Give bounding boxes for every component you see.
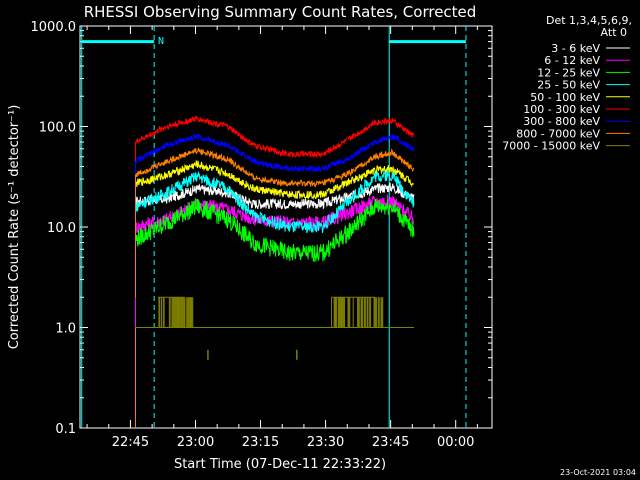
- legend-label: 100 - 300 keV: [523, 103, 600, 116]
- series-line-25-50-kev: [135, 169, 415, 428]
- series-800-7000-kev: [135, 147, 415, 428]
- chart-title: RHESSI Observing Summary Count Rates, Co…: [84, 3, 477, 21]
- series-line-300-800-kev: [135, 133, 415, 428]
- series-line-800-7000-kev: [135, 147, 415, 428]
- legend-label: 6 - 12 keV: [544, 54, 600, 67]
- y-tick-label: 100.0: [39, 121, 76, 136]
- footer-date: 23-Oct-2021 03:04: [560, 468, 636, 477]
- legend-header-attenuator: Att 0: [601, 26, 627, 39]
- series-100-300-kev: [135, 114, 415, 428]
- night-markers: [81, 26, 467, 428]
- series-50-100-kev: [135, 159, 415, 428]
- y-tick-label: 0.1: [55, 422, 76, 437]
- legend-label: 300 - 800 keV: [523, 115, 600, 128]
- x-tick-label: 23:00: [177, 435, 214, 450]
- x-tick-label: 00:00: [437, 435, 474, 450]
- series-line-12-25-kev: [135, 198, 415, 428]
- legend-label: 7000 - 15000 keV: [502, 140, 600, 153]
- x-tick-labels: 22:45 23:00 23:15 23:30 23:45 00:00: [112, 435, 475, 450]
- series-7000-15000-kev: [135, 296, 414, 360]
- series-line-50-100-kev: [135, 159, 415, 428]
- x-tick-label: 23:15: [242, 435, 279, 450]
- x-axis-label: Start Time (07-Dec-11 22:33:22): [174, 457, 386, 472]
- y-axis-label: Corrected Count Rate (s⁻¹ detector⁻¹): [7, 105, 22, 350]
- flag-label-n: N: [158, 36, 164, 47]
- series-line-100-300-kev: [135, 114, 415, 428]
- y-tick-label: 1.0: [55, 322, 76, 337]
- x-tick-label: 22:45: [112, 435, 149, 450]
- series-line-3-6-kev: [135, 182, 415, 428]
- legend-label: 800 - 7000 keV: [516, 127, 600, 140]
- legend-label: 25 - 50 keV: [537, 79, 600, 92]
- series-3-6-kev: [135, 182, 415, 428]
- series-group: [135, 114, 415, 428]
- series-12-25-kev: [135, 198, 415, 428]
- x-tick-label: 23:45: [372, 435, 409, 450]
- legend-header-detectors: Det 1,3,4,5,6,9,: [546, 14, 632, 27]
- axis-frame: [79, 25, 493, 429]
- y-tick-labels: 0.1 1.0 10.0 100.0 1000.0: [31, 20, 77, 437]
- legend-label: 12 - 25 keV: [537, 66, 600, 79]
- series-25-50-kev: [135, 169, 415, 428]
- legend-label: 3 - 6 keV: [551, 42, 600, 55]
- x-tick-label: 23:30: [307, 435, 344, 450]
- y-tick-label: 1000.0: [31, 20, 77, 35]
- series-300-800-kev: [135, 133, 415, 428]
- y-tick-label: 10.0: [47, 221, 76, 236]
- legend-label: 50 - 100 keV: [530, 91, 600, 104]
